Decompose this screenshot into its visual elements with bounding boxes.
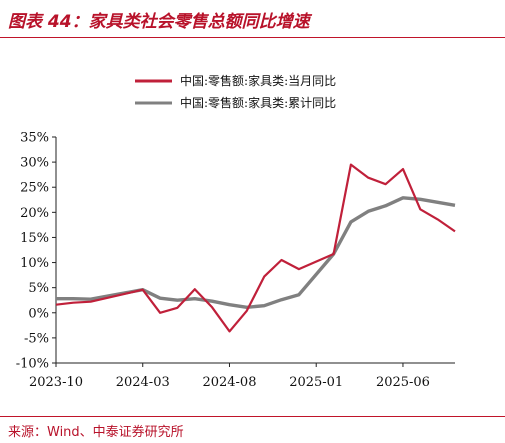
x-tick-label: 2024-08 <box>202 375 256 390</box>
legend-label-1: 中国:零售额:家具类:当月同比 <box>180 73 336 88</box>
source-rule <box>0 416 505 417</box>
y-tick-label: -5% <box>24 331 49 346</box>
y-tick-label: 20% <box>20 206 49 221</box>
legend-label-2: 中国:零售额:家具类:累计同比 <box>180 95 336 110</box>
source-note: 来源：Wind、中泰证券研究所 <box>8 425 184 440</box>
series-layer <box>55 163 456 333</box>
y-tick-label: 35% <box>20 131 49 146</box>
x-tick-label: 2025-01 <box>289 375 343 390</box>
y-tick-label: 30% <box>20 156 49 171</box>
x-tick-label: 2025-06 <box>376 375 430 390</box>
x-tick-label: 2024-03 <box>116 375 170 390</box>
series-line-1 <box>55 163 456 333</box>
y-tick-label: 10% <box>20 256 49 271</box>
y-tick-label: 0% <box>28 306 49 321</box>
y-axis: 35% 30% 25% 20% 15% 10% 5% 0% -5% -10% <box>16 131 57 372</box>
y-tick-label: 15% <box>20 231 49 246</box>
x-axis: 2023-10 2024-03 2024-08 2025-01 2025-06 <box>29 362 455 390</box>
y-tick-label: 5% <box>28 281 49 296</box>
x-tick-label: 2023-10 <box>29 375 83 390</box>
y-tick-label: 25% <box>20 181 49 196</box>
series-line-2 <box>56 196 456 309</box>
figure-title: 图表 44：家具类社会零售总额同比增速 <box>8 12 310 32</box>
y-tick-label: -10% <box>16 357 49 372</box>
title-rule <box>0 37 505 38</box>
